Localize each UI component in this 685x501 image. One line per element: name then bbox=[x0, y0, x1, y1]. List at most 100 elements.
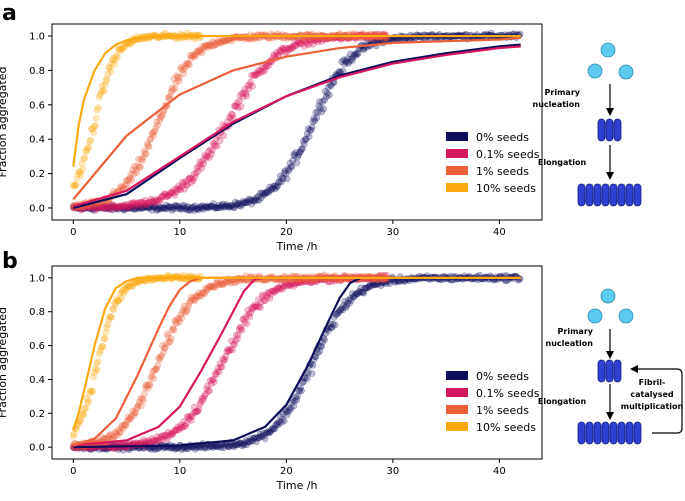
fibril-segment bbox=[633, 183, 642, 207]
data-point bbox=[293, 41, 301, 49]
data-point bbox=[182, 309, 189, 316]
data-point bbox=[89, 125, 96, 133]
data-point bbox=[274, 284, 281, 292]
data-point bbox=[193, 164, 201, 172]
data-point bbox=[130, 170, 138, 178]
data-point bbox=[247, 78, 255, 86]
data-point bbox=[180, 201, 187, 209]
data-point bbox=[114, 205, 122, 213]
fibril-segment bbox=[597, 118, 606, 142]
data-point bbox=[165, 202, 173, 210]
data-point bbox=[198, 164, 206, 172]
data-point bbox=[275, 284, 282, 292]
data-point bbox=[190, 51, 198, 58]
legend-swatch bbox=[446, 371, 468, 380]
data-point bbox=[184, 60, 192, 68]
data-point bbox=[87, 136, 94, 144]
data-point bbox=[249, 82, 256, 90]
data-point bbox=[228, 337, 235, 345]
data-point bbox=[231, 198, 239, 206]
data-point bbox=[279, 175, 287, 183]
data-point bbox=[311, 36, 319, 44]
data-point bbox=[242, 90, 250, 98]
fibril-segment bbox=[593, 421, 602, 445]
data-point bbox=[174, 73, 182, 81]
data-point bbox=[163, 435, 171, 443]
primary-nucleation-label-2: nucleation bbox=[546, 339, 594, 348]
data-point bbox=[238, 90, 246, 97]
data-point bbox=[120, 421, 128, 429]
data-point bbox=[101, 335, 109, 343]
data-point bbox=[290, 402, 298, 410]
data-point bbox=[290, 42, 298, 50]
data-point bbox=[185, 61, 193, 69]
data-point bbox=[297, 148, 304, 155]
data-point bbox=[132, 409, 140, 417]
data-point bbox=[159, 204, 166, 212]
data-point bbox=[89, 388, 96, 396]
data-point bbox=[142, 150, 150, 158]
data-point bbox=[285, 167, 293, 174]
data-point bbox=[202, 42, 210, 49]
data-point bbox=[186, 52, 194, 59]
y-tick-label: 0.0 bbox=[29, 203, 45, 214]
data-point bbox=[118, 288, 126, 295]
data-point bbox=[132, 201, 140, 208]
data-point bbox=[334, 309, 342, 317]
data-point bbox=[154, 121, 162, 129]
data-point bbox=[140, 147, 148, 155]
y-tick-label: 0.8 bbox=[29, 307, 45, 318]
data-point bbox=[242, 436, 250, 444]
data-point bbox=[156, 356, 163, 363]
data-point bbox=[215, 443, 223, 451]
monomer-icon bbox=[587, 308, 603, 324]
data-point bbox=[296, 279, 303, 287]
data-point bbox=[141, 196, 149, 204]
data-point bbox=[217, 203, 225, 211]
data-point bbox=[288, 162, 296, 170]
data-point bbox=[135, 199, 142, 207]
data-point bbox=[315, 102, 323, 110]
data-point bbox=[100, 87, 108, 95]
data-point bbox=[91, 207, 99, 214]
data-point bbox=[170, 186, 178, 194]
data-point bbox=[184, 302, 192, 310]
fibril-icon bbox=[577, 421, 642, 445]
data-point bbox=[208, 376, 216, 384]
data-point bbox=[252, 197, 259, 205]
data-point bbox=[186, 297, 194, 305]
data-point bbox=[182, 178, 189, 186]
data-point bbox=[108, 313, 116, 321]
data-point bbox=[169, 204, 177, 211]
data-point bbox=[84, 144, 92, 152]
data-point bbox=[184, 203, 192, 211]
data-point bbox=[117, 424, 125, 432]
data-point bbox=[260, 432, 268, 439]
data-point bbox=[80, 155, 88, 163]
data-point bbox=[239, 93, 247, 101]
data-point bbox=[280, 417, 288, 425]
data-point bbox=[263, 189, 271, 197]
data-point bbox=[126, 282, 134, 289]
data-point bbox=[150, 197, 158, 205]
y-tick-label: 0.8 bbox=[29, 66, 45, 77]
data-point bbox=[189, 203, 197, 211]
data-point bbox=[270, 287, 278, 295]
data-point bbox=[277, 178, 285, 186]
data-point bbox=[185, 206, 193, 214]
data-point bbox=[206, 387, 213, 395]
data-point bbox=[127, 199, 135, 207]
data-point bbox=[176, 185, 184, 193]
data-point bbox=[171, 427, 179, 434]
data-point bbox=[160, 436, 167, 444]
data-point bbox=[107, 201, 115, 209]
data-point bbox=[206, 443, 213, 451]
data-point bbox=[204, 202, 211, 210]
data-point bbox=[78, 160, 86, 168]
data-point bbox=[244, 199, 252, 207]
data-point bbox=[265, 429, 273, 437]
data-point bbox=[348, 57, 356, 64]
data-point bbox=[299, 145, 306, 152]
data-point bbox=[160, 344, 168, 352]
data-point bbox=[111, 299, 118, 307]
